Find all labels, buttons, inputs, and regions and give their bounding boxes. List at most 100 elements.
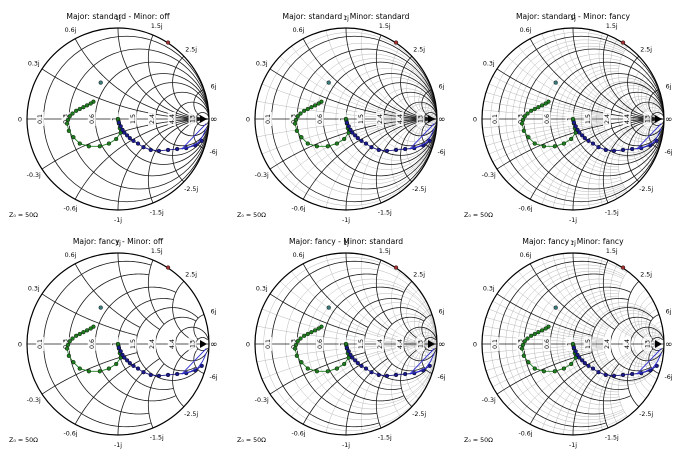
data-point bbox=[541, 369, 546, 374]
real-axis-label: 1 bbox=[340, 342, 347, 346]
imag-axis-label: 6j bbox=[666, 83, 672, 90]
minor-reactance-arc bbox=[563, 135, 609, 210]
real-axis-label: 1.5 bbox=[130, 339, 137, 349]
major-reactance-arc bbox=[648, 118, 664, 149]
real-axis-label: 2.4 bbox=[149, 114, 156, 124]
reference-impedance-label: Z₀ = 50Ω bbox=[9, 437, 38, 444]
imag-axis-label: -6j bbox=[209, 374, 217, 381]
outer-boundary bbox=[254, 252, 438, 436]
major-reactance-arc bbox=[147, 34, 209, 120]
data-point bbox=[84, 328, 90, 333]
data-point bbox=[344, 345, 350, 350]
major-reactance-arc bbox=[147, 118, 209, 204]
data-point bbox=[114, 136, 119, 142]
data-point bbox=[77, 106, 82, 112]
real-axis-label: 0.1 bbox=[37, 114, 44, 124]
data-point bbox=[293, 117, 299, 123]
data-point bbox=[596, 145, 601, 150]
axis-arrow bbox=[655, 340, 662, 348]
series-line bbox=[409, 123, 435, 150]
data-point bbox=[376, 372, 381, 378]
minor-reactance-arc bbox=[610, 351, 637, 424]
real-axis-label: 0.1 bbox=[492, 114, 499, 124]
major-reactance-arc bbox=[375, 259, 393, 325]
major-reactance-arc bbox=[421, 348, 433, 374]
data-point bbox=[70, 336, 75, 341]
data-point bbox=[295, 114, 300, 119]
minor-reactance-arc bbox=[657, 106, 664, 115]
data-point bbox=[325, 144, 330, 149]
major-reactance-arc bbox=[602, 259, 620, 325]
reference-impedance-label: Z₀ = 50Ω bbox=[237, 437, 266, 444]
data-point bbox=[579, 358, 585, 363]
data-point bbox=[71, 360, 76, 365]
data-point bbox=[156, 148, 162, 153]
data-point bbox=[590, 366, 596, 371]
data-point bbox=[403, 146, 408, 152]
imag-axis-label: -2.5j bbox=[639, 186, 653, 193]
data-point bbox=[81, 105, 86, 110]
data-point bbox=[67, 114, 72, 119]
data-point bbox=[131, 138, 136, 143]
reference-impedance-label: Z₀ = 50Ω bbox=[237, 212, 266, 219]
data-point bbox=[314, 369, 319, 374]
real-axis-label: 0.6 bbox=[89, 114, 96, 124]
imag-axis-label: -1j bbox=[342, 217, 350, 224]
data-point bbox=[127, 361, 132, 366]
imag-axis-label: -0.3j bbox=[255, 172, 269, 179]
minor-reactance-arc bbox=[659, 123, 664, 129]
minor-reactance-arc bbox=[563, 253, 609, 328]
data-point bbox=[70, 111, 75, 116]
data-point bbox=[350, 130, 355, 135]
real-axis-label: 0.6 bbox=[544, 114, 551, 124]
data-point bbox=[309, 330, 314, 335]
series-line bbox=[636, 348, 662, 375]
data-point bbox=[302, 333, 307, 338]
real-axis-label: 0.1 bbox=[265, 114, 272, 124]
real-axis-label: 1.5 bbox=[130, 114, 137, 124]
imag-axis-label: 2.5j bbox=[640, 47, 652, 54]
data-point bbox=[77, 331, 82, 337]
imag-axis-label: 0.3j bbox=[28, 286, 40, 293]
data-point bbox=[384, 148, 390, 153]
data-point bbox=[77, 366, 82, 371]
data-point bbox=[66, 353, 71, 358]
data-point bbox=[298, 111, 303, 116]
data-point bbox=[582, 361, 587, 366]
data-point bbox=[355, 136, 360, 141]
imag-axis-label: 0.6j bbox=[293, 27, 305, 34]
minor-reactance-arc bbox=[654, 100, 663, 116]
axis-arrow bbox=[655, 115, 662, 123]
smith-panel: Major: standard - Minor: standard 0 0.1 0.3… bbox=[237, 12, 446, 224]
data-point bbox=[570, 116, 576, 122]
real-axis-label: ∞ bbox=[665, 115, 673, 125]
panel-title: Major: standard - Minor: off bbox=[66, 12, 170, 21]
real-axis-label: 0 bbox=[18, 341, 22, 349]
data-point bbox=[343, 116, 349, 122]
imag-axis-label: -0.6j bbox=[63, 205, 77, 212]
data-point bbox=[334, 141, 339, 146]
reference-impedance-label: Z₀ = 50Ω bbox=[464, 437, 493, 444]
series-line bbox=[409, 352, 435, 375]
imag-axis-label: 1j bbox=[115, 15, 121, 22]
minor-reactance-arc bbox=[654, 122, 663, 138]
imag-axis-label: -1.5j bbox=[605, 209, 619, 216]
real-axis-label: 13 bbox=[418, 115, 425, 123]
data-point bbox=[519, 121, 525, 126]
minor-reactance-arc bbox=[654, 325, 663, 341]
data-point bbox=[122, 130, 127, 135]
data-point bbox=[346, 349, 351, 354]
minor-reactance-arc bbox=[610, 39, 637, 112]
data-point bbox=[590, 141, 596, 146]
data-point bbox=[299, 360, 304, 365]
imag-axis-label: 2.5j bbox=[185, 47, 197, 54]
data-point bbox=[346, 124, 351, 129]
data-point bbox=[369, 145, 374, 150]
data-point bbox=[299, 135, 304, 140]
imag-axis-label: 0.6j bbox=[293, 252, 305, 259]
data-point bbox=[529, 333, 534, 338]
imag-axis-label: -0.6j bbox=[63, 430, 77, 437]
data-point bbox=[325, 369, 330, 374]
data-point bbox=[86, 369, 91, 374]
major-reactance-arc bbox=[172, 345, 197, 408]
